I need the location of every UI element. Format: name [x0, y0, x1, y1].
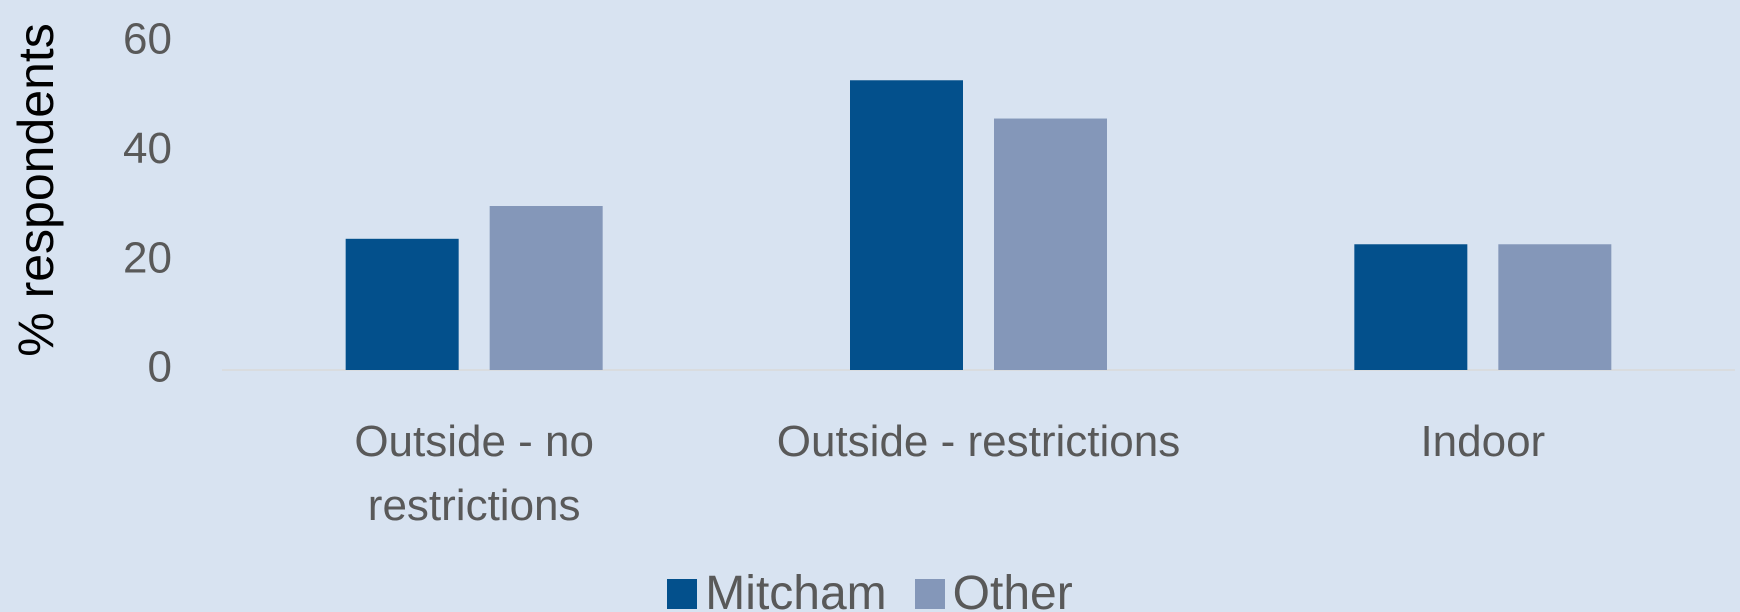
bar — [489, 206, 603, 370]
x-tick-label: Outside - no restrictions — [354, 417, 594, 530]
y-tick-label: 0 — [148, 343, 172, 392]
bar — [1354, 244, 1468, 370]
y-tick-label: 20 — [123, 233, 172, 282]
x-tick-label: Outside - restrictions — [776, 417, 1181, 466]
legend-swatch — [667, 578, 698, 609]
legend-item: Other — [914, 566, 1073, 612]
legend-label: Mitcham — [705, 567, 887, 612]
bar — [850, 80, 963, 371]
y-tick-label: 40 — [123, 124, 172, 173]
legend: Mitcham Other — [0, 566, 1740, 612]
bar — [1498, 244, 1612, 370]
y-tick-label: 60 — [123, 15, 172, 64]
bar — [345, 238, 459, 370]
legend-label: Other — [952, 567, 1073, 612]
bar — [994, 118, 1107, 371]
legend-item: Mitcham — [667, 566, 887, 612]
legend-swatch — [914, 578, 945, 609]
x-tick-label: Indoor — [1420, 417, 1546, 466]
y-axis-label: % respondents — [8, 23, 64, 357]
